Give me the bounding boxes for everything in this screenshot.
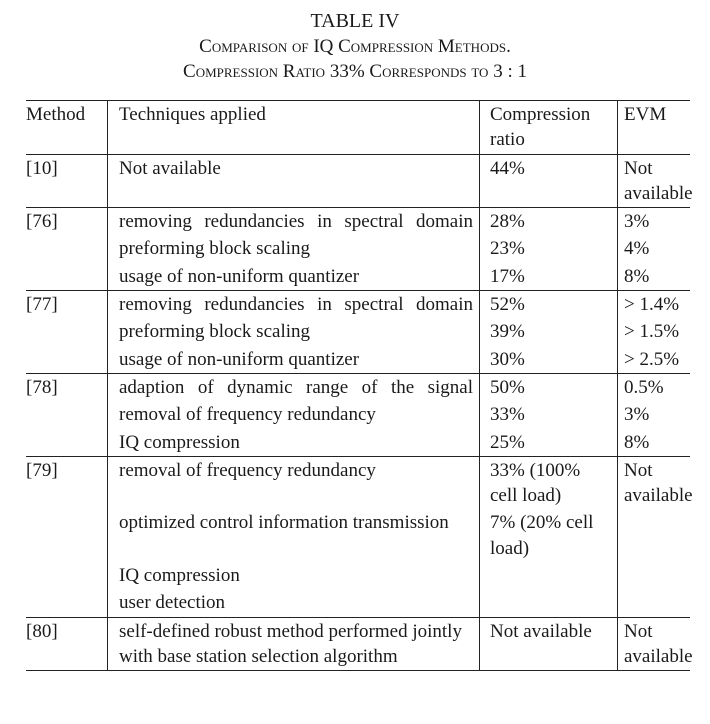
method-cell bbox=[26, 235, 108, 262]
header-evm: EVM bbox=[617, 100, 690, 155]
evm-cell bbox=[617, 509, 690, 563]
method-cell bbox=[26, 401, 108, 428]
technique-cell: preforming block scaling bbox=[107, 318, 480, 346]
method-cell bbox=[26, 346, 108, 374]
ratio-cell: 17% bbox=[479, 262, 618, 291]
header-techniques: Techniques applied bbox=[107, 100, 480, 155]
technique-text: removing redundancies in spectral domain bbox=[119, 294, 473, 316]
evm-cell: 3% bbox=[617, 401, 690, 429]
technique-cell: optimized control information transmissi… bbox=[107, 509, 480, 563]
technique-cell: IQ compression bbox=[107, 562, 480, 590]
table-title: Comparison of IQ Compression Methods. bbox=[199, 36, 511, 57]
ratio-cell: 23% bbox=[479, 235, 618, 263]
header-ratio: Compression ratio bbox=[479, 100, 618, 155]
evm-cell bbox=[617, 562, 690, 590]
technique-cell: user detection bbox=[107, 589, 480, 618]
technique-cell: usage of non-uniform quantizer bbox=[107, 345, 480, 374]
table-row: preforming block scaling 39% > 1.5% bbox=[26, 318, 690, 346]
ratio-cell bbox=[479, 589, 618, 618]
method-cell bbox=[26, 589, 108, 617]
ratio-cell: 25% bbox=[479, 428, 618, 457]
evm-cell: Not available bbox=[617, 455, 693, 510]
ratio-cell: Not available bbox=[479, 616, 618, 672]
technique-cell: usage of non-uniform quantizer bbox=[107, 262, 480, 291]
ratio-cell: 7% (20% cell load) bbox=[479, 509, 618, 563]
table-row: preforming block scaling 23% 4% bbox=[26, 235, 690, 263]
table-row: removal of frequency redundancy 33% 3% bbox=[26, 401, 690, 429]
method-cell bbox=[26, 429, 108, 457]
method-cell: [76] bbox=[26, 207, 108, 236]
ratio-cell: 50% bbox=[479, 372, 618, 402]
technique-cell: removal of frequency redundancy bbox=[107, 401, 480, 429]
table-body: [10] Not available 44% Not available [76… bbox=[26, 154, 693, 672]
ratio-cell bbox=[479, 562, 618, 590]
method-cell bbox=[26, 318, 108, 345]
method-cell bbox=[26, 562, 108, 589]
method-cell bbox=[26, 509, 108, 562]
technique-text: removing redundancies in spectral domain bbox=[119, 211, 473, 233]
method-cell: [10] bbox=[26, 157, 58, 179]
technique-cell: preforming block scaling bbox=[107, 235, 480, 263]
table-row: [76] removing redundancies in spectral d… bbox=[26, 207, 690, 236]
header-method: Method bbox=[26, 100, 108, 155]
ratio-cell: 52% bbox=[479, 290, 618, 319]
evm-cell: > 1.5% bbox=[617, 318, 690, 346]
method-cell: [77] bbox=[26, 290, 108, 319]
ratio-cell: 30% bbox=[479, 345, 618, 374]
technique-cell: removal of frequency redundancy bbox=[107, 455, 480, 510]
technique-cell: removing redundancies in spectral domain bbox=[107, 290, 480, 319]
comparison-table: Method Techniques applied Compression ra… bbox=[26, 100, 693, 672]
ratio-cell: 33% bbox=[479, 401, 618, 429]
method-cell: [79] bbox=[26, 455, 108, 510]
evm-cell: 8% bbox=[617, 428, 690, 457]
evm-cell: > 2.5% bbox=[617, 345, 690, 374]
table-row: optimized control information transmissi… bbox=[26, 509, 690, 563]
evm-cell: Not available bbox=[617, 154, 693, 208]
evm-cell: > 1.4% bbox=[617, 290, 690, 319]
technique-cell: removing redundancies in spectral domain bbox=[107, 207, 480, 236]
ratio-cell: 44% bbox=[479, 154, 618, 208]
technique-cell: self-defined robust method performed joi… bbox=[107, 616, 480, 672]
evm-cell: 4% bbox=[617, 235, 690, 263]
evm-cell: 8% bbox=[617, 262, 690, 291]
table-row: [78] adaption of dynamic range of the si… bbox=[26, 372, 690, 402]
evm-cell: 0.5% bbox=[617, 372, 690, 402]
table-row: [77] removing redundancies in spectral d… bbox=[26, 290, 690, 319]
evm-cell: 3% bbox=[617, 207, 690, 236]
table-row: user detection bbox=[26, 589, 690, 618]
evm-cell bbox=[617, 589, 690, 618]
table-row: [80] self-defined robust method performe… bbox=[26, 616, 693, 672]
table-row: usage of non-uniform quantizer 30% > 2.5… bbox=[26, 345, 690, 374]
evm-cell: Not available bbox=[617, 616, 693, 672]
table-row: usage of non-uniform quantizer 17% 8% bbox=[26, 262, 690, 291]
technique-cell: Not available bbox=[107, 154, 480, 208]
table-row: IQ compression bbox=[26, 562, 690, 590]
header-row: Method Techniques applied Compression ra… bbox=[26, 100, 690, 155]
table-number: TABLE IV bbox=[310, 10, 400, 32]
ratio-cell: 33% (100% cell load) bbox=[479, 455, 618, 510]
ratio-cell: 39% bbox=[479, 318, 618, 346]
technique-cell: IQ compression bbox=[107, 428, 480, 457]
table-row: [10] Not available 44% Not available bbox=[26, 154, 693, 208]
ratio-cell: 28% bbox=[479, 207, 618, 236]
method-cell bbox=[26, 263, 108, 291]
table-row: IQ compression 25% 8% bbox=[26, 428, 690, 457]
technique-cell: adaption of dynamic range of the signal bbox=[107, 372, 480, 402]
table-row: [79] removal of frequency redundancy 33%… bbox=[26, 455, 693, 510]
method-cell: [80] bbox=[26, 616, 108, 672]
method-cell: [78] bbox=[26, 372, 108, 402]
technique-text: adaption of dynamic range of the signal bbox=[119, 376, 473, 398]
table-subtitle: Compression Ratio 33% Corresponds to 3 :… bbox=[183, 61, 527, 82]
